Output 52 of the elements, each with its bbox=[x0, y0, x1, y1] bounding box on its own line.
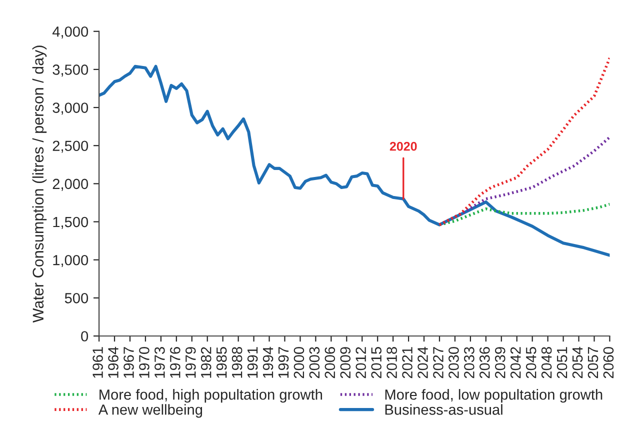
x-tick-label: 2024 bbox=[418, 346, 428, 378]
x-tick-label: 2015 bbox=[371, 347, 382, 378]
legend-label: More food, high popultation growth bbox=[100, 389, 322, 403]
x-tick-label: 1985 bbox=[216, 347, 227, 378]
x-tick-label: 1988 bbox=[232, 347, 242, 378]
legend-label: More food, low popultation growth bbox=[385, 389, 602, 403]
y-tick-label: 1,500 bbox=[53, 216, 88, 229]
x-tick-label: 1997 bbox=[278, 347, 289, 378]
y-tick-label: 3,000 bbox=[52, 102, 88, 115]
x-tick-label: 2003 bbox=[309, 347, 320, 378]
line-series bbox=[99, 64, 610, 257]
x-tick-label: 1982 bbox=[200, 347, 212, 378]
x-tick-label: 1976 bbox=[170, 347, 180, 378]
x-tick-label: 1973 bbox=[154, 347, 165, 378]
y-tick-label: 1,000 bbox=[53, 254, 88, 267]
x-tick-label: 2036 bbox=[480, 347, 490, 378]
x-tick-label: 1964 bbox=[108, 346, 118, 378]
x-tick-label: 2054 bbox=[572, 346, 583, 378]
x-tick-label: 2060 bbox=[603, 346, 614, 378]
x-tick-label: 1967 bbox=[124, 347, 134, 378]
x-tick-label: 2051 bbox=[556, 347, 568, 378]
x-tick-label: 1991 bbox=[247, 347, 258, 378]
x-tick-label: 1961 bbox=[92, 347, 103, 378]
y-tick-label: 2,500 bbox=[52, 140, 88, 153]
y-tick-label: 0 bbox=[81, 331, 88, 342]
x-tick-label: 2006 bbox=[324, 347, 336, 378]
y-tick-label: 500 bbox=[64, 293, 88, 304]
x-tick-label: 1994 bbox=[262, 346, 274, 378]
x-tick-label: 2027 bbox=[433, 347, 444, 378]
x-tick-label: 2039 bbox=[494, 347, 506, 378]
x-tick-label: 2030 bbox=[448, 346, 459, 378]
x-tick-label: 2009 bbox=[340, 347, 351, 378]
x-tick-label: 2045 bbox=[526, 347, 536, 378]
x-tick-label: 2048 bbox=[541, 347, 552, 378]
x-tick-label: 2012 bbox=[356, 347, 366, 378]
line-series bbox=[438, 56, 610, 226]
y-axis-title: Water Consumption (litres / person / day) bbox=[32, 46, 47, 323]
x-tick-label: 1970 bbox=[139, 346, 150, 378]
x-tick-label: 2018 bbox=[386, 347, 397, 378]
x-tick-label: 2042 bbox=[510, 347, 521, 378]
x-tick-label: 2057 bbox=[588, 347, 598, 378]
y-tick-label: 2,000 bbox=[52, 178, 88, 191]
legend-label: Business-as-usual bbox=[385, 404, 502, 415]
x-tick-label: 2000 bbox=[294, 346, 304, 378]
y-tick-label: 4,000 bbox=[52, 26, 88, 39]
x-tick-label: 2033 bbox=[464, 347, 474, 378]
x-tick-label: 2021 bbox=[402, 347, 412, 378]
y-tick-label: 3,500 bbox=[52, 64, 88, 77]
x-tick-label: 1979 bbox=[185, 347, 196, 378]
line-series bbox=[438, 202, 610, 226]
annotation: 2020 bbox=[390, 142, 417, 151]
legend-label: A new wellbeing bbox=[98, 404, 202, 418]
